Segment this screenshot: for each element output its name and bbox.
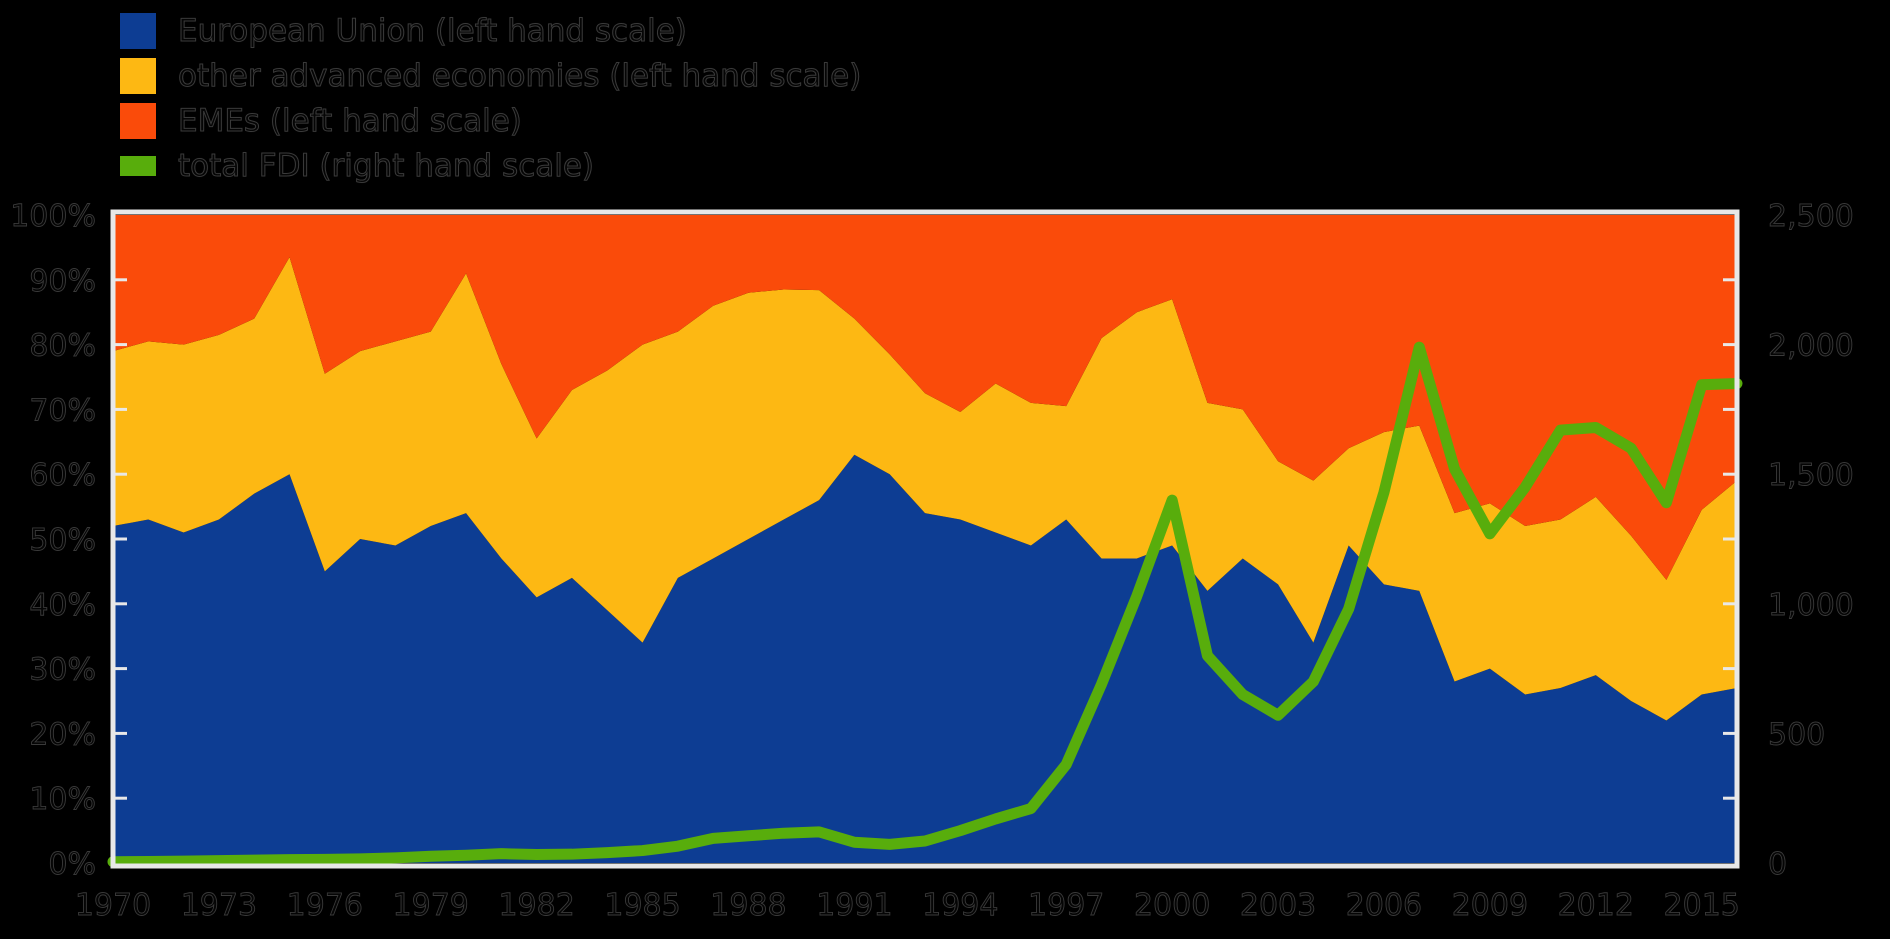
svg-text:70%: 70% xyxy=(29,393,96,428)
svg-text:1994: 1994 xyxy=(922,888,998,923)
svg-text:0%: 0% xyxy=(48,847,96,882)
svg-text:1988: 1988 xyxy=(710,888,786,923)
svg-text:1976: 1976 xyxy=(287,888,363,923)
svg-text:80%: 80% xyxy=(29,329,96,364)
svg-text:0: 0 xyxy=(1768,847,1787,882)
legend-item-european-union: European Union (left hand scale) xyxy=(120,8,861,53)
svg-text:2015: 2015 xyxy=(1664,888,1740,923)
legend-swatch-other-advanced xyxy=(120,57,156,94)
legend-item-total-fdi: total FDI (right hand scale) xyxy=(120,143,861,188)
legend-label-total-fdi: total FDI (right hand scale) xyxy=(177,147,595,184)
svg-text:60%: 60% xyxy=(29,458,96,493)
legend-label-emes: EMEs (left hand scale) xyxy=(178,102,523,139)
svg-text:90%: 90% xyxy=(29,264,96,299)
svg-text:500: 500 xyxy=(1768,717,1825,752)
chart-legend: European Union (left hand scale) other a… xyxy=(120,8,862,188)
svg-text:1979: 1979 xyxy=(393,888,469,923)
svg-text:10%: 10% xyxy=(29,782,96,817)
svg-text:1982: 1982 xyxy=(498,888,574,923)
svg-text:30%: 30% xyxy=(29,653,96,688)
svg-text:2006: 2006 xyxy=(1346,888,1422,923)
legend-swatch-total-fdi xyxy=(120,155,156,176)
svg-text:20%: 20% xyxy=(29,717,96,752)
legend-item-emes: EMEs (left hand scale) xyxy=(120,98,861,143)
legend-label-european-union: European Union (left hand scale) xyxy=(178,12,688,49)
svg-text:1,000: 1,000 xyxy=(1768,588,1854,623)
svg-text:1997: 1997 xyxy=(1028,888,1104,923)
svg-text:2003: 2003 xyxy=(1240,888,1316,923)
svg-text:2000: 2000 xyxy=(1134,888,1210,923)
legend-swatch-european-union xyxy=(120,12,156,49)
svg-text:1985: 1985 xyxy=(604,888,680,923)
legend-swatch-emes xyxy=(120,102,156,139)
svg-text:1973: 1973 xyxy=(181,888,257,923)
svg-text:40%: 40% xyxy=(29,588,96,623)
svg-text:1970: 1970 xyxy=(75,888,151,923)
svg-text:2009: 2009 xyxy=(1452,888,1528,923)
legend-label-other-advanced: other advanced economies (left hand scal… xyxy=(177,57,862,94)
svg-text:100%: 100% xyxy=(10,199,96,234)
svg-text:1,500: 1,500 xyxy=(1768,458,1854,493)
legend-item-other-advanced: other advanced economies (left hand scal… xyxy=(120,53,862,98)
svg-text:1991: 1991 xyxy=(816,888,892,923)
svg-text:2,500: 2,500 xyxy=(1768,199,1854,234)
svg-text:50%: 50% xyxy=(29,523,96,558)
svg-text:2,000: 2,000 xyxy=(1768,329,1854,364)
svg-text:2012: 2012 xyxy=(1558,888,1634,923)
